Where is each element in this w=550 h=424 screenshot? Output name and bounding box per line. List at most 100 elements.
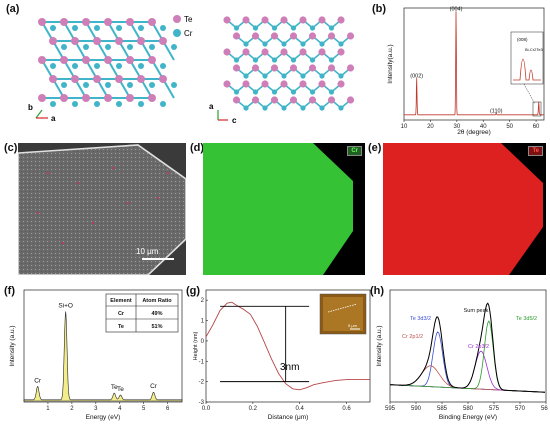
te-atom — [223, 48, 231, 56]
xps-xtick-label: 585 — [437, 406, 448, 412]
cr-atom — [160, 101, 166, 107]
te-atom — [60, 94, 68, 102]
te-atom — [242, 80, 250, 88]
eds-ylabel: Intensity (a.u.) — [9, 325, 16, 366]
afm-ytick-label: -3 — [199, 400, 205, 406]
panel-b-label: (b) — [372, 3, 387, 15]
xps-xtick-label: 570 — [515, 406, 526, 412]
cr-atom — [300, 41, 306, 47]
xrd-line — [404, 11, 544, 116]
sem-scalebar-label: 10 μm — [136, 247, 159, 256]
xps-te52-label: Te 3d5/2 — [516, 316, 537, 322]
cr-atom — [309, 57, 316, 63]
cr-atom — [300, 73, 306, 79]
te-atom — [318, 48, 326, 56]
cr-atom — [328, 89, 335, 95]
cr-atom — [271, 25, 278, 31]
crystal-structure-ab-view — [38, 18, 177, 107]
eds-peak-label: Cr — [34, 377, 42, 384]
cr-atom — [243, 73, 249, 79]
te-atom — [38, 94, 46, 102]
xps-cr32-label: Cr 2p3/2 — [468, 344, 489, 350]
eds-xtick-label: 6 — [166, 406, 170, 412]
te-atom — [289, 32, 298, 40]
te-atom — [270, 32, 279, 40]
cr-atom — [233, 25, 240, 31]
te-atom — [337, 80, 345, 88]
eds-spectrum-area — [23, 311, 183, 402]
cr-atom — [319, 41, 325, 47]
xps-cr12-label: Cr 2p1/2 — [402, 334, 423, 340]
cr-atom — [271, 89, 278, 95]
te-atom — [49, 75, 57, 83]
eds-xtick-label: 4 — [118, 406, 122, 412]
axis-c-label: c — [232, 116, 237, 125]
afm-ylabel: Height (nm) — [193, 331, 199, 360]
te-atom — [337, 16, 345, 24]
xrd-peak-label: (110) — [490, 108, 503, 114]
te-atom — [148, 18, 156, 26]
cr-atom — [233, 57, 240, 63]
cr-atom — [338, 105, 344, 111]
cr-atom — [281, 73, 287, 79]
te-atom — [261, 80, 269, 88]
cr-atom — [105, 82, 111, 88]
xps-sum-peak — [390, 302, 545, 393]
te-atom — [346, 64, 355, 72]
afm-ytick-label: 0 — [201, 339, 205, 345]
te-atom — [261, 16, 269, 24]
table-header-element: Element — [110, 298, 132, 304]
xrd-peak-label: (002) — [410, 73, 423, 79]
afm-step-label: 3nm — [280, 362, 299, 373]
xrd-xtick-label: 10 — [401, 124, 408, 130]
xps-xtick-label: 590 — [411, 406, 422, 412]
panel-a-label: (a) — [6, 3, 20, 15]
panel-f-label: (f) — [4, 285, 15, 297]
afm-ytick-label: -2 — [199, 380, 205, 386]
cr-atom — [127, 44, 133, 50]
cr-atom — [271, 57, 278, 63]
te-atom — [327, 64, 336, 72]
table-row-te-element: Te — [118, 324, 124, 330]
eds-xtick-label: 1 — [46, 406, 50, 412]
xrd-inset — [510, 31, 544, 85]
xrd-xlabel: 2θ (degree) — [457, 129, 491, 136]
cr-atom — [149, 44, 155, 50]
eds-peak-label: Si+O — [58, 303, 73, 310]
te-atom — [93, 75, 101, 83]
xps-xtick-label: 565 — [541, 406, 548, 412]
xrd-ylabel: Intensity(a.u.) — [387, 44, 394, 83]
cr-atom — [83, 44, 89, 50]
axes-indicator-left: b a — [28, 103, 56, 123]
te-atom — [270, 64, 279, 72]
xrd-peak-label: (004) — [450, 6, 463, 12]
cr-atom — [262, 73, 268, 79]
te-atom — [115, 75, 123, 83]
eds-table: Element Atom Ratio Cr 49% Te 51% — [105, 293, 179, 333]
xrd-xtick-label: 50 — [506, 124, 513, 130]
te-atom — [104, 56, 112, 64]
cr-atom — [309, 89, 316, 95]
te-atom — [318, 16, 326, 24]
xrd-inset-label: Bi-Cr2Te3 — [525, 47, 544, 52]
te-atom — [60, 18, 68, 26]
te-atom — [115, 37, 123, 45]
te-atom — [318, 80, 326, 88]
afm-profile-line — [205, 301, 370, 391]
te-atom — [327, 96, 336, 104]
xrd-frame — [403, 7, 545, 121]
table-header-ratio: Atom Ratio — [142, 298, 172, 304]
te-atom — [299, 48, 307, 56]
xrd-xtick-label: 40 — [480, 124, 487, 130]
te-atom — [137, 75, 145, 83]
eds-frame — [23, 289, 183, 403]
eds-xlabel: Energy (eV) — [86, 414, 121, 421]
te-atom — [242, 16, 250, 24]
te-atom — [60, 56, 68, 64]
cr-atom — [72, 63, 78, 69]
afm-profile-chart: -3 -2 -1 0 1 2 0.0 0.2 0.4 0.6 Distance (μm) Heig… — [193, 289, 371, 421]
te-atom — [251, 96, 260, 104]
cr-atom — [281, 41, 287, 47]
te-atom — [223, 16, 231, 24]
